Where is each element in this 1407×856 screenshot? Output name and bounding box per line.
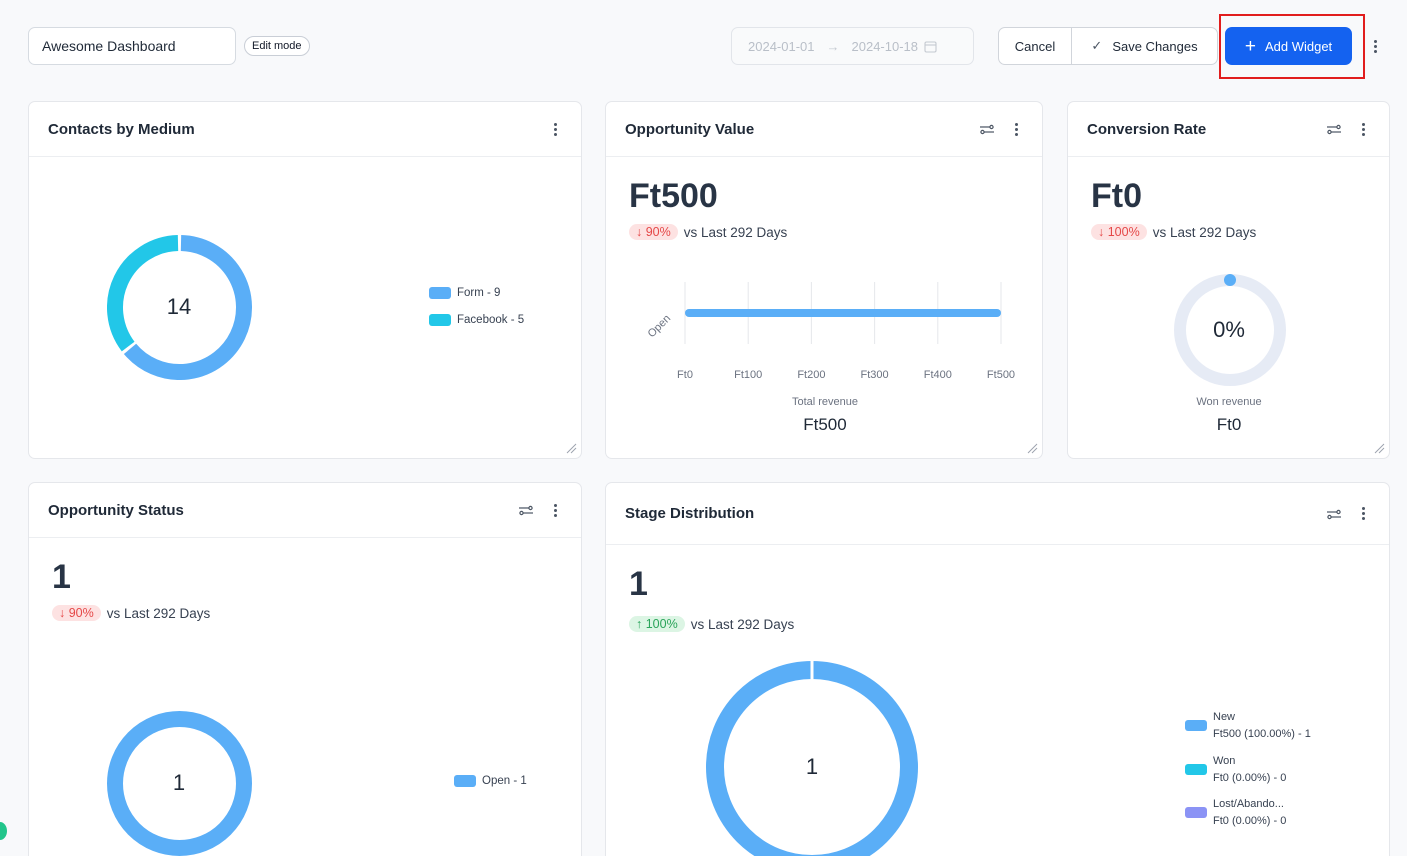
save-changes-label: Save Changes <box>1112 38 1198 54</box>
legend-item[interactable]: Open - 1 <box>454 775 527 787</box>
status-donut-chart <box>107 711 252 856</box>
more-options-icon[interactable] <box>1368 36 1382 56</box>
gauge-value: 0% <box>1213 317 1245 342</box>
widget-header: Stage Distribution <box>606 483 1389 545</box>
plus-icon: + <box>1244 35 1256 57</box>
total-revenue-value: Ft500 <box>803 415 847 434</box>
change-badge: ↓ 90% <box>629 224 678 240</box>
widget-header: Opportunity Status <box>29 483 581 538</box>
dashboard-toolbar: Awesome Dashboard Edit mode 2024-01-01 →… <box>0 0 1407 90</box>
donut-slice[interactable] <box>107 235 179 352</box>
widget-menu-icon[interactable] <box>548 120 562 138</box>
widget-title: Opportunity Status <box>48 501 184 519</box>
cancel-button[interactable]: Cancel <box>999 28 1072 64</box>
check-icon: ✓ <box>1091 38 1103 53</box>
gauge-marker <box>1224 274 1236 286</box>
widget-title: Contacts by Medium <box>48 120 195 138</box>
widget-menu-icon[interactable] <box>1356 120 1370 138</box>
widget-header: Conversion Rate <box>1068 102 1389 157</box>
change-badge: ↑ 100% <box>629 616 685 632</box>
widget-contacts-by-medium: Contacts by Medium 14 Form - 9 Facebook … <box>28 101 582 459</box>
chart-caption: Won revenue <box>1196 396 1262 408</box>
add-widget-label: Add Widget <box>1264 38 1333 54</box>
metric-value: Ft500 <box>629 177 718 215</box>
legend-item[interactable]: New Ft500 (100.00%) - 1 <box>1185 709 1311 742</box>
metric-comparison: ↑ 100% vs Last 292 Days <box>629 616 794 632</box>
metric-comparison: ↓ 100% vs Last 292 Days <box>1091 224 1256 240</box>
metric-value: 1 <box>52 558 71 596</box>
donut-center-value: 1 <box>172 770 186 795</box>
widget-opportunity-status: Opportunity Status 1 ↓ 90% vs Last 292 D… <box>28 482 582 856</box>
metric-comparison: ↓ 90% vs Last 292 Days <box>52 605 210 621</box>
widget-menu-icon[interactable] <box>1356 505 1370 523</box>
date-range-picker[interactable]: 2024-01-01 → 2024-10-18 <box>731 27 974 65</box>
x-tick-label: Ft400 <box>924 369 952 381</box>
add-widget-highlight <box>1219 14 1365 79</box>
filter-icon[interactable] <box>1326 122 1342 136</box>
date-end: 2024-10-18 <box>851 38 919 54</box>
metric-value: 1 <box>629 565 648 603</box>
bar-open[interactable] <box>685 309 1001 317</box>
save-changes-button[interactable]: ✓ Save Changes <box>1072 28 1217 64</box>
add-widget-button[interactable]: + Add Widget <box>1225 27 1352 65</box>
status-indicator <box>0 822 7 840</box>
conversion-gauge <box>1174 274 1286 386</box>
chart-caption: Total revenue <box>791 396 859 408</box>
widget-header: Contacts by Medium <box>29 102 581 157</box>
contacts-donut-chart <box>107 235 252 380</box>
legend-item[interactable]: Lost/Abando... Ft0 (0.00%) - 0 <box>1185 796 1286 829</box>
dashboard-name-input[interactable]: Awesome Dashboard <box>28 27 236 65</box>
donut-slice[interactable] <box>107 711 252 856</box>
stage-donut-chart <box>706 661 918 856</box>
widget-title: Opportunity Value <box>625 120 755 138</box>
x-tick-label: Ft500 <box>987 369 1015 381</box>
widget-title: Stage Distribution <box>625 505 755 522</box>
y-category-label: Open <box>646 313 674 341</box>
filter-icon[interactable] <box>518 503 534 517</box>
change-badge: ↓ 90% <box>52 605 101 621</box>
metric-value: Ft0 <box>1091 177 1142 215</box>
filter-icon[interactable] <box>979 122 995 136</box>
widget-stage-distribution: Stage Distribution 1 ↑ 100% vs Last 292 … <box>605 482 1390 856</box>
widget-conversion-rate: Conversion Rate Ft0 ↓ 100% vs Last 292 D… <box>1067 101 1390 459</box>
widget-menu-icon[interactable] <box>1009 120 1023 138</box>
legend-item[interactable]: Form - 9 <box>429 287 500 299</box>
resize-handle-icon[interactable] <box>565 442 577 454</box>
metric-comparison: ↓ 90% vs Last 292 Days <box>629 224 787 240</box>
calendar-icon <box>924 40 937 53</box>
filter-icon[interactable] <box>1326 507 1342 521</box>
x-tick-label: Ft200 <box>797 369 825 381</box>
donut-center-value: 14 <box>166 294 192 319</box>
resize-handle-icon[interactable] <box>1373 442 1385 454</box>
legend-item[interactable]: Won Ft0 (0.00%) - 0 <box>1185 753 1286 786</box>
date-start: 2024-01-01 <box>748 38 815 54</box>
x-tick-label: Ft300 <box>861 369 889 381</box>
widget-title: Conversion Rate <box>1087 120 1207 138</box>
opportunity-bar-chart: Ft0 Ft100 Ft200 Ft300 Ft400 Ft500 Open <box>646 282 1015 381</box>
change-badge: ↓ 100% <box>1091 224 1147 240</box>
donut-center-value: 1 <box>805 754 819 779</box>
widget-opportunity-value: Opportunity Value Ft500 ↓ 90% vs Last 29… <box>605 101 1043 459</box>
x-tick-label: Ft100 <box>734 369 762 381</box>
edit-mode-badge: Edit mode <box>244 36 310 56</box>
arrow-right-icon: → <box>826 38 840 54</box>
won-revenue-value: Ft0 <box>1216 415 1242 434</box>
widget-menu-icon[interactable] <box>548 501 562 519</box>
donut-slice[interactable] <box>123 235 252 380</box>
resize-handle-icon[interactable] <box>1026 442 1038 454</box>
edit-actions-group: Cancel ✓ Save Changes <box>998 27 1218 65</box>
legend-item[interactable]: Facebook - 5 <box>429 314 524 326</box>
x-tick-label: Ft0 <box>677 369 693 381</box>
widget-header: Opportunity Value <box>606 102 1042 157</box>
